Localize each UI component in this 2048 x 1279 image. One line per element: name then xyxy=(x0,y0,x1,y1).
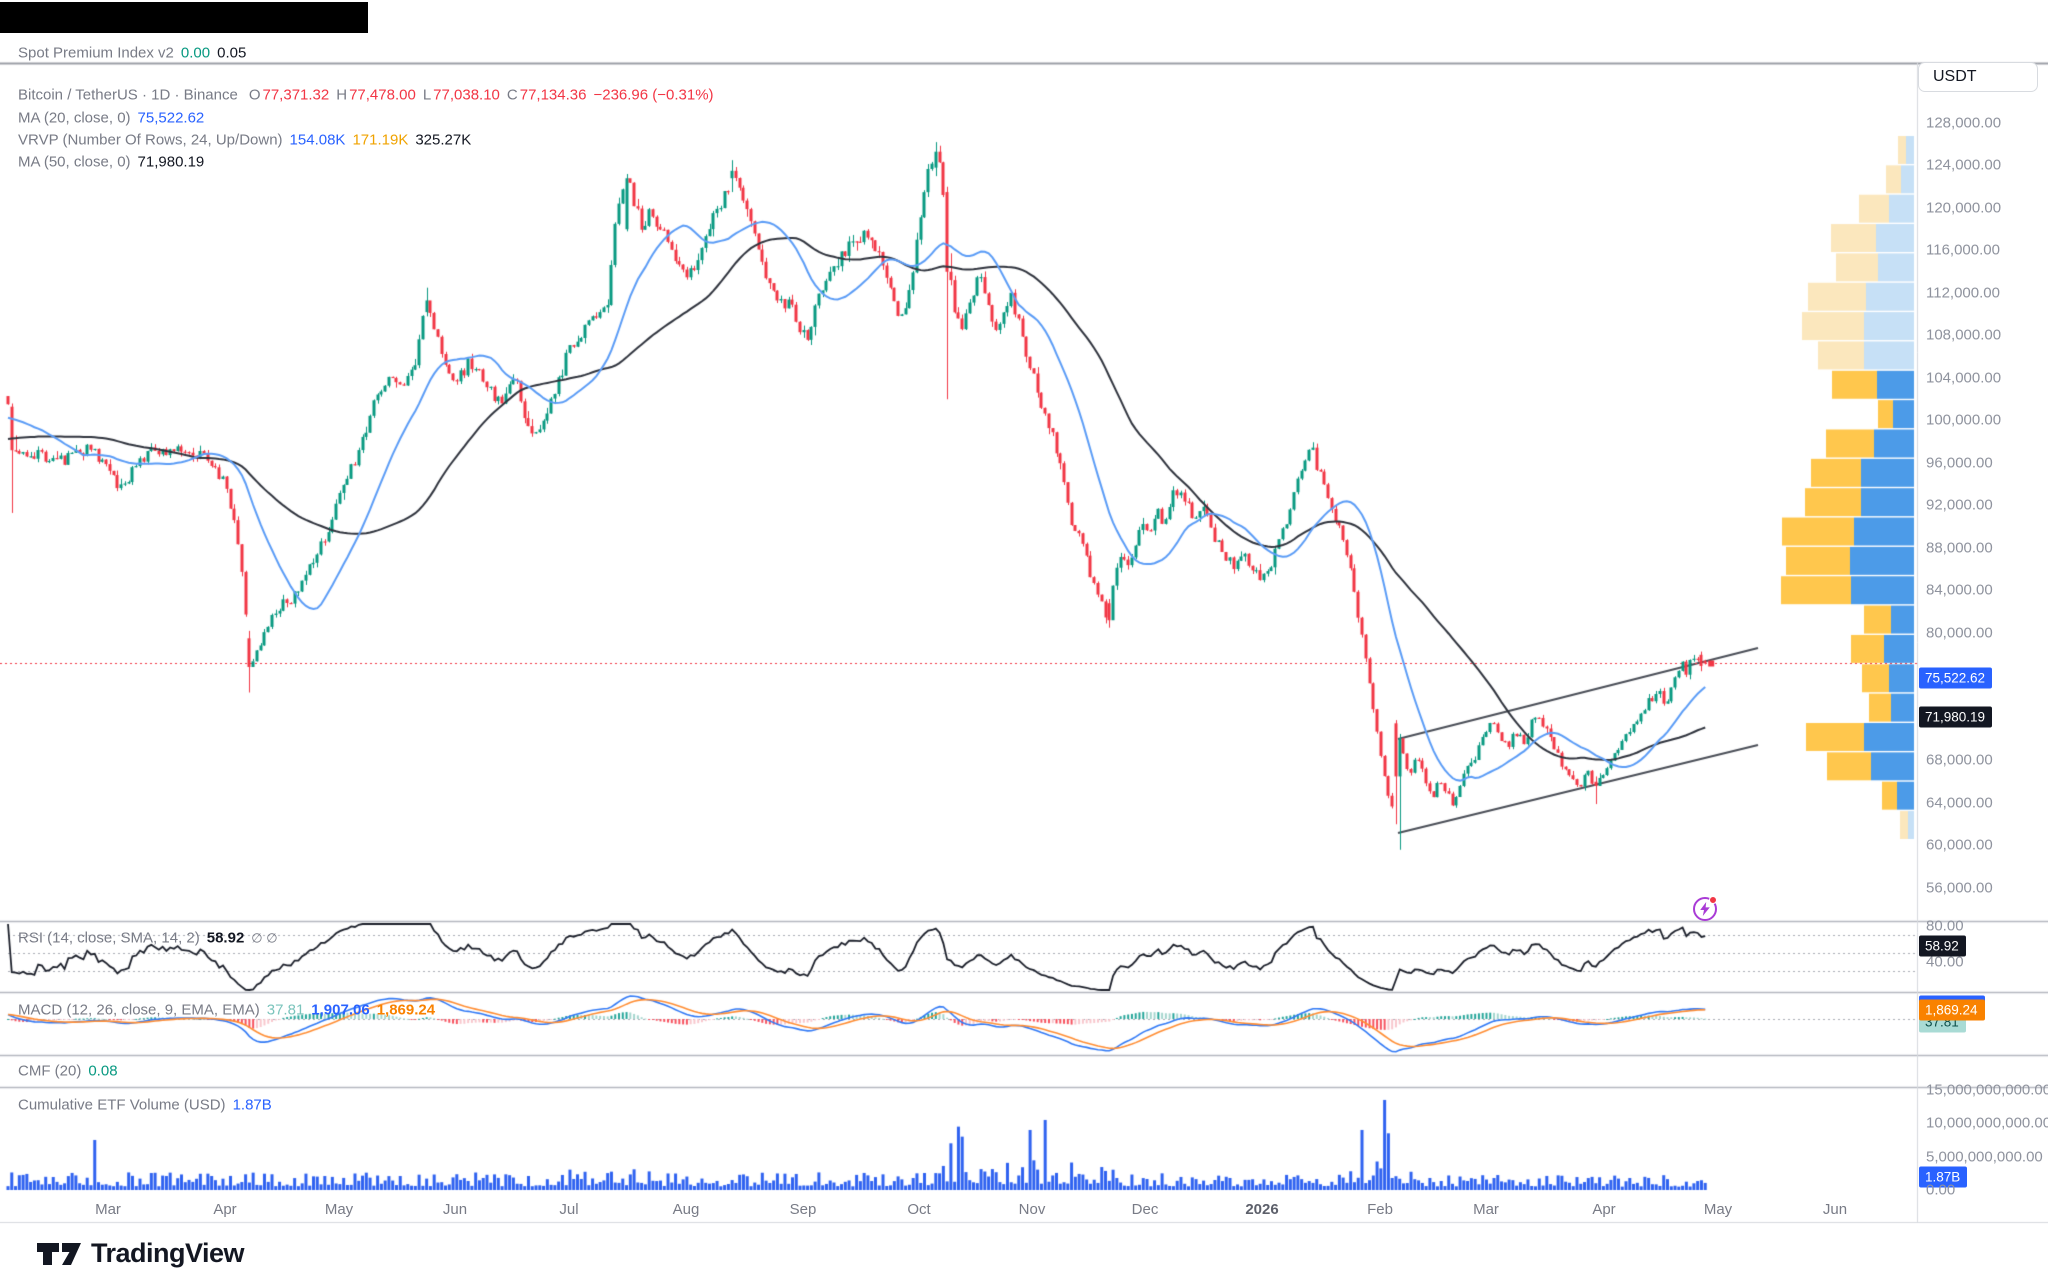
etf-volume-badge: 1.87B xyxy=(1919,1166,1968,1188)
legend-ma50[interactable]: MA (50, close, 0) 71,980.19 xyxy=(18,154,204,171)
legend-cmf[interactable]: CMF (20) 0.08 xyxy=(18,1063,118,1080)
tradingview-mark-icon xyxy=(37,1242,81,1265)
time-axis-label: Feb xyxy=(1367,1201,1393,1218)
macd-signal-badge: 1,869.24 xyxy=(1919,999,1985,1021)
etf-axis-label: 0.00 xyxy=(1926,1181,1956,1199)
time-axis-label: Jun xyxy=(1822,1201,1848,1218)
price-axis-label: 112,000.00 xyxy=(1926,284,2000,302)
study-value: 0.00 xyxy=(180,44,211,62)
low-value: 77,038.10 xyxy=(433,86,500,104)
legend-etf-volume[interactable]: Cumulative ETF Volume (USD) 1.87B xyxy=(18,1097,272,1114)
price-axis-label: 56,000.00 xyxy=(1926,879,1993,897)
rsi-smoothing-icons: ∅ ∅ xyxy=(251,930,278,945)
rsi-axis-40: 40.00 xyxy=(1926,953,1964,971)
time-axis-label: Apr xyxy=(1592,1201,1616,1218)
price-axis-label: 104,000.00 xyxy=(1926,369,2002,387)
study-title: VRVP (Number Of Rows, 24, Up/Down) xyxy=(18,131,283,149)
study-value: 71,980.19 xyxy=(137,153,205,171)
etf-axis-label: 15,000,000,000.00 xyxy=(1926,1081,2048,1099)
price-axis-label: 92,000.00 xyxy=(1926,496,1993,514)
time-axis-label: May xyxy=(1703,1201,1733,1218)
time-axis-label: Jul xyxy=(559,1201,579,1218)
vrvp-total-value: 325.27K xyxy=(415,131,472,149)
study-title: MACD (12, 26, close, 9, EMA, EMA) xyxy=(18,1001,260,1019)
price-axis-label: 64,000.00 xyxy=(1926,794,1993,812)
redacted-title-bar xyxy=(0,2,368,33)
price-axis-label: 60,000.00 xyxy=(1926,836,1993,854)
legend-symbol-ohlc[interactable]: Bitcoin / TetherUS · 1D · Binance O 77,37… xyxy=(18,87,714,104)
rsi-value: 58.92 xyxy=(206,929,245,947)
price-axis-label: 96,000.00 xyxy=(1926,454,1993,472)
notification-dot xyxy=(1709,896,1717,904)
time-axis-label: Apr xyxy=(213,1201,237,1218)
time-axis-label: 2026 xyxy=(1245,1201,1279,1218)
etf-axis-label: 5,000,000,000.00 xyxy=(1926,1148,2043,1166)
price-axis-label: 120,000.00 xyxy=(1926,199,2002,217)
price-axis-label: 116,000.00 xyxy=(1926,241,2000,259)
macd-hist-value: 37.81 xyxy=(266,1001,305,1019)
time-axis-label: Dec xyxy=(1131,1201,1159,1218)
time-axis-label: Mar xyxy=(1473,1201,1499,1218)
currency-unit-button[interactable]: USDT xyxy=(1918,62,2038,92)
price-axis-label: 128,000.00 xyxy=(1926,114,2002,132)
high-label: H xyxy=(336,86,348,104)
time-axis-label: Nov xyxy=(1018,1201,1046,1218)
ma50-price-badge: 71,980.19 xyxy=(1919,706,1993,728)
rsi-value-badge: 58.92 xyxy=(1919,935,1966,957)
vrvp-down-value: 171.19K xyxy=(352,131,409,149)
study-value: 0.05 xyxy=(217,44,247,62)
macd-signal-value: 1,869.24 xyxy=(376,1001,436,1019)
macd-line-value: 1,907.06 xyxy=(311,1001,370,1019)
cmf-value: 0.08 xyxy=(88,1062,118,1080)
study-value: 75,522.62 xyxy=(137,109,205,127)
vrvp-up-value: 154.08K xyxy=(289,131,346,149)
low-label: L xyxy=(422,86,432,104)
close-label: C xyxy=(506,86,518,104)
etf-axis-label: 10,000,000,000.00 xyxy=(1926,1114,2048,1132)
open-value: 77,371.32 xyxy=(262,86,330,104)
time-axis-label: May xyxy=(324,1201,354,1218)
price-axis-label: 84,000.00 xyxy=(1926,581,1993,599)
time-axis-label: Oct xyxy=(907,1201,931,1218)
change-value: −236.96 (−0.31%) xyxy=(593,86,714,104)
time-axis-label: Mar xyxy=(95,1201,121,1218)
study-title: MA (50, close, 0) xyxy=(18,153,131,171)
study-title: CMF (20) xyxy=(18,1062,82,1080)
legend-macd[interactable]: MACD (12, 26, close, 9, EMA, EMA) 37.81 … xyxy=(18,1002,435,1019)
price-axis-label: 68,000.00 xyxy=(1926,751,1993,769)
high-value: 77,478.00 xyxy=(349,86,416,104)
legend-vrvp[interactable]: VRVP (Number Of Rows, 24, Up/Down) 154.0… xyxy=(18,132,471,149)
tradingview-logo[interactable]: TradingView xyxy=(36,1238,245,1269)
price-axis-label: 108,000.00 xyxy=(1926,326,2002,344)
study-title: Spot Premium Index v2 xyxy=(18,44,174,62)
time-axis-label: Aug xyxy=(672,1201,700,1218)
tradingview-logo-text: TradingView xyxy=(91,1238,245,1268)
lightning-icon xyxy=(1700,902,1710,916)
ma20-price-badge: 75,522.62 xyxy=(1919,667,1993,689)
study-title: Cumulative ETF Volume (USD) xyxy=(18,1096,226,1114)
etf-volume-value: 1.87B xyxy=(232,1096,272,1114)
time-axis-label: Jun xyxy=(442,1201,468,1218)
legend-spot-premium-index[interactable]: Spot Premium Index v2 0.00 0.05 xyxy=(18,45,246,62)
study-title: MA (20, close, 0) xyxy=(18,109,131,127)
price-axis-label: 124,000.00 xyxy=(1926,156,2002,174)
legend-rsi[interactable]: RSI (14, close, SMA, 14, 2) 58.92 ∅ ∅ xyxy=(18,930,278,947)
open-label: O xyxy=(248,86,261,104)
price-axis-label: 80,000.00 xyxy=(1926,624,1993,642)
price-axis-label: 100,000.00 xyxy=(1926,411,2002,429)
legend-ma20[interactable]: MA (20, close, 0) 75,522.62 xyxy=(18,110,204,127)
symbol-title: Bitcoin / TetherUS · 1D · Binance xyxy=(18,86,238,104)
price-axis-label: 88,000.00 xyxy=(1926,539,1993,557)
rsi-axis-80: 80.00 xyxy=(1926,917,1964,935)
time-axis-label: Sep xyxy=(789,1201,817,1218)
study-title: RSI (14, close, SMA, 14, 2) xyxy=(18,929,200,947)
close-value: 77,134.36 xyxy=(519,86,587,104)
lightning-button[interactable] xyxy=(1693,896,1717,921)
